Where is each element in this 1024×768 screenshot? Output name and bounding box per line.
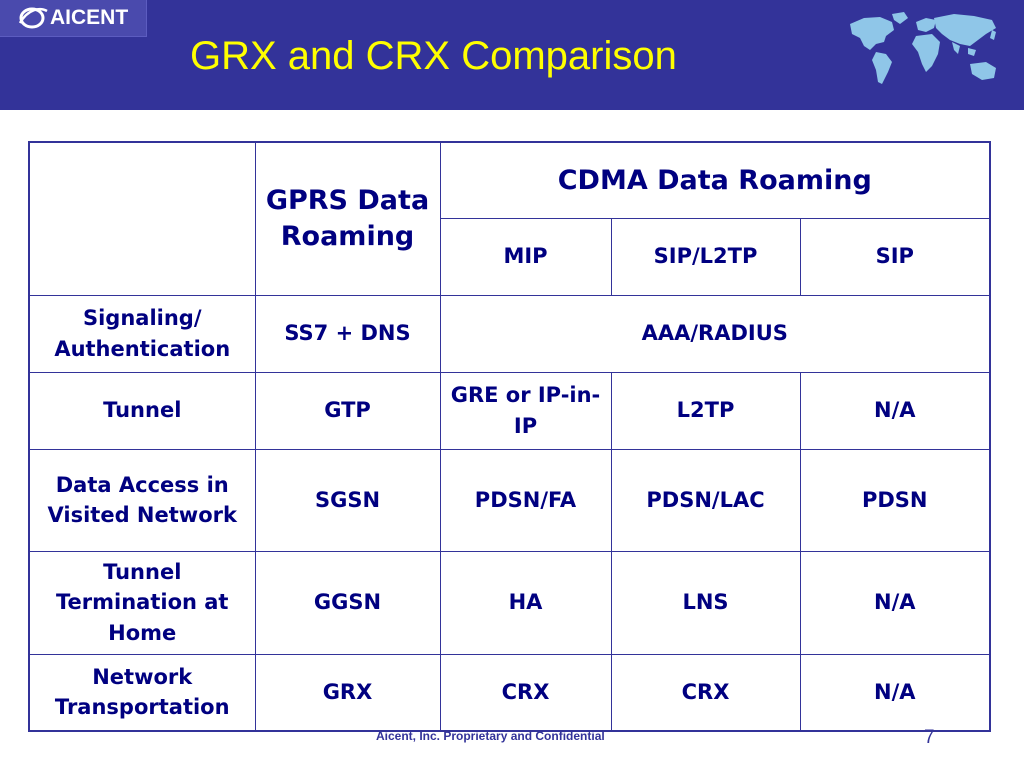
table-subheader-row: MIP SIP/L2TP SIP <box>29 217 991 296</box>
company-logo: AICENT <box>0 0 147 37</box>
mip-cell: PDSN/FA <box>439 448 612 552</box>
row-label: Network Transportation <box>28 653 256 732</box>
subheader-sip-l2tp: SIP/L2TP <box>610 217 801 296</box>
sip-l2tp-cell: L2TP <box>610 371 801 450</box>
table-header-row: GPRS Data Roaming CDMA Data Roaming <box>28 141 991 296</box>
row-label: Tunnel <box>28 371 256 450</box>
table-row: Signaling/ Authentication SS7 + DNS AAA/… <box>28 294 991 373</box>
table-row: Data Access in Visited Network SGSN PDSN… <box>28 448 991 552</box>
sip-cell: N/A <box>799 653 991 732</box>
page-title: GRX and CRX Comparison <box>190 34 677 78</box>
footer-confidential: Aicent, Inc. Proprietary and Confidentia… <box>376 729 605 743</box>
row-label: Data Access in Visited Network <box>28 448 256 552</box>
sip-l2tp-cell: PDSN/LAC <box>610 448 801 552</box>
mip-cell: GRE or IP-in-IP <box>439 371 612 450</box>
sip-cell: N/A <box>799 371 991 450</box>
table-row: Tunnel Termination at Home GGSN HA LNS N… <box>28 550 991 655</box>
sip-l2tp-cell: LNS <box>610 550 801 655</box>
page-number: 7 <box>924 727 935 748</box>
slide-header: AICENT GRX and CRX Comparison <box>0 0 1024 110</box>
table-row: Tunnel GTP GRE or IP-in-IP L2TP N/A <box>28 371 991 450</box>
gprs-cell: SS7 + DNS <box>254 294 441 373</box>
subheader-mip: MIP <box>439 217 612 296</box>
gprs-cell: GTP <box>254 371 441 450</box>
sip-l2tp-cell: CRX <box>610 653 801 732</box>
row-label: Tunnel Termination at Home <box>28 550 256 655</box>
row-label: Signaling/ Authentication <box>28 294 256 373</box>
sip-cell: PDSN <box>799 448 991 552</box>
mip-cell: HA <box>439 550 612 655</box>
gprs-cell: GGSN <box>254 550 441 655</box>
subheader-sip: SIP <box>799 217 991 296</box>
table-row: Network Transportation GRX CRX CRX N/A <box>28 653 991 732</box>
cdma-merged-cell: AAA/RADIUS <box>439 294 991 373</box>
logo-text: AICENT <box>50 6 129 29</box>
world-map-icon <box>850 12 996 84</box>
globe-swoosh-logo-icon <box>18 7 48 29</box>
gprs-header: GPRS Data Roaming <box>254 141 441 296</box>
mip-cell: CRX <box>439 653 612 732</box>
sip-cell: N/A <box>799 550 991 655</box>
table-corner-cell <box>28 141 256 296</box>
gprs-cell: SGSN <box>254 448 441 552</box>
comparison-table: GPRS Data Roaming CDMA Data Roaming MIP … <box>28 141 992 732</box>
gprs-cell: GRX <box>254 653 441 732</box>
cdma-header: CDMA Data Roaming <box>439 141 991 219</box>
